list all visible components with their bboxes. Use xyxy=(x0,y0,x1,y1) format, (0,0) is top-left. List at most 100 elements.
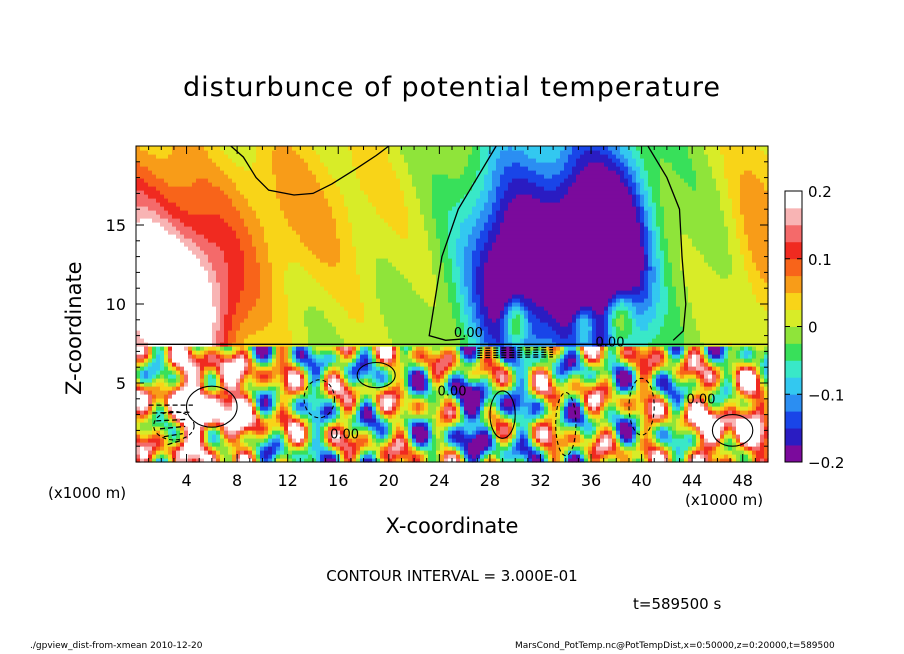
heatmap-cell xyxy=(272,270,277,275)
heatmap-cell xyxy=(144,194,149,199)
heatmap-cell xyxy=(248,414,253,419)
heatmap-cell xyxy=(180,178,185,183)
heatmap-cell xyxy=(340,390,345,395)
heatmap-cell xyxy=(188,290,193,295)
heatmap-cell xyxy=(332,158,337,163)
heatmap-cell xyxy=(216,370,221,375)
heatmap-cell xyxy=(352,246,357,251)
heatmap-cell xyxy=(184,450,189,455)
heatmap-cell xyxy=(312,166,317,171)
heatmap-cell xyxy=(264,318,269,323)
heatmap-cell xyxy=(328,262,333,267)
heatmap-cell xyxy=(308,350,313,355)
heatmap-cell xyxy=(300,434,305,439)
heatmap-cell xyxy=(232,190,237,195)
heatmap-cell xyxy=(200,182,205,187)
heatmap-cell xyxy=(140,230,145,235)
heatmap-cell xyxy=(140,154,145,159)
heatmap-cell xyxy=(296,262,301,267)
heatmap-cell xyxy=(136,154,141,159)
heatmap-cell xyxy=(212,434,217,439)
heatmap-cell xyxy=(224,334,229,339)
heatmap-cell xyxy=(348,242,353,247)
heatmap-cell xyxy=(336,386,341,391)
heatmap-cell xyxy=(192,242,197,247)
heatmap-cell xyxy=(192,270,197,275)
heatmap-cell xyxy=(360,246,365,251)
heatmap-cell xyxy=(364,254,369,259)
heatmap-cell xyxy=(368,450,373,455)
heatmap-cell xyxy=(268,150,273,155)
heatmap-cell xyxy=(176,362,181,367)
heatmap-cell xyxy=(236,190,241,195)
heatmap-cell xyxy=(376,274,381,279)
heatmap-cell xyxy=(152,434,157,439)
heatmap-cell xyxy=(176,234,181,239)
heatmap-cell xyxy=(156,370,161,375)
heatmap-cell xyxy=(312,454,317,459)
heatmap-cell xyxy=(348,246,353,251)
heatmap-cell xyxy=(220,286,225,291)
heatmap-cell xyxy=(220,146,225,151)
heatmap-cell xyxy=(208,234,213,239)
heatmap-cell xyxy=(348,306,353,311)
heatmap-cell xyxy=(368,266,373,271)
heatmap-cell xyxy=(300,382,305,387)
heatmap-cell xyxy=(220,450,225,455)
heatmap-cell xyxy=(280,326,285,331)
heatmap-cell xyxy=(180,374,185,379)
heatmap-cell xyxy=(160,202,165,207)
heatmap-cell xyxy=(176,302,181,307)
heatmap-cell xyxy=(308,266,313,271)
heatmap-cell xyxy=(368,262,373,267)
heatmap-cell xyxy=(248,270,253,275)
heatmap-cell xyxy=(344,318,349,323)
heatmap-cell xyxy=(276,294,281,299)
heatmap-cell xyxy=(240,314,245,319)
heatmap-cell xyxy=(224,290,229,295)
heatmap-cell xyxy=(176,438,181,443)
heatmap-cell xyxy=(296,326,301,331)
heatmap-cell xyxy=(228,306,233,311)
heatmap-cell xyxy=(196,286,201,291)
heatmap-cell xyxy=(180,230,185,235)
heatmap-cell xyxy=(144,370,149,375)
heatmap-cell xyxy=(148,402,153,407)
heatmap-cell xyxy=(304,374,309,379)
heatmap-cell xyxy=(372,346,377,351)
heatmap-cell xyxy=(152,234,157,239)
heatmap-cell xyxy=(332,386,337,391)
heatmap-cell xyxy=(376,162,381,167)
heatmap-cell xyxy=(188,254,193,259)
heatmap-cell xyxy=(152,326,157,331)
heatmap-cell xyxy=(380,262,385,267)
heatmap-cell xyxy=(252,290,257,295)
heatmap-cell xyxy=(260,238,265,243)
heatmap-cell xyxy=(224,162,229,167)
heatmap-cell xyxy=(280,222,285,227)
heatmap-cell xyxy=(224,430,229,435)
heatmap-cell xyxy=(228,194,233,199)
heatmap-cell xyxy=(312,162,317,167)
heatmap-cell xyxy=(316,250,321,255)
heatmap-cell xyxy=(176,202,181,207)
heatmap-cell xyxy=(272,306,277,311)
heatmap-cell xyxy=(240,454,245,459)
heatmap-cell xyxy=(264,282,269,287)
heatmap-cell xyxy=(244,234,249,239)
heatmap-cell xyxy=(160,458,165,463)
heatmap-cell xyxy=(352,314,357,319)
heatmap-cell xyxy=(252,310,257,315)
heatmap-cell xyxy=(204,214,209,219)
heatmap-cell xyxy=(256,146,261,151)
heatmap-cell xyxy=(260,234,265,239)
heatmap-cell xyxy=(256,310,261,315)
heatmap-cell xyxy=(144,378,149,383)
heatmap-cell xyxy=(312,410,317,415)
heatmap-cell xyxy=(220,198,225,203)
heatmap-cell xyxy=(264,414,269,419)
heatmap-cell xyxy=(180,294,185,299)
heatmap-cell xyxy=(200,278,205,283)
heatmap-cell xyxy=(200,202,205,207)
heatmap-cell xyxy=(200,370,205,375)
